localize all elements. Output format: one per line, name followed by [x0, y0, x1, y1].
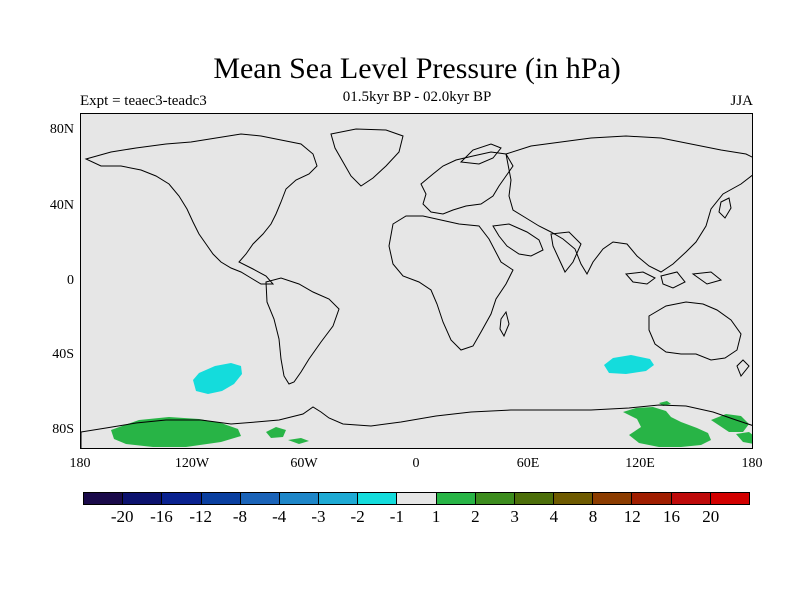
- lat-label-0: 0: [67, 273, 74, 288]
- anomaly-antarctica-east-2: [711, 414, 749, 432]
- colorbar-tick-label: 3: [510, 507, 519, 526]
- colorbar-swatch: [162, 493, 202, 504]
- lon-label-120w: 120W: [174, 456, 210, 471]
- colorbar-tick-label: -4: [272, 507, 287, 526]
- colorbar-swatch: [84, 493, 124, 504]
- lon-label-60w: 60W: [290, 456, 318, 471]
- colorbar-tick-label: 16: [663, 507, 681, 526]
- colorbar-swatch: [475, 493, 515, 504]
- anomaly-antarctica-small-2: [288, 438, 309, 444]
- anomaly-antarctica-west: [111, 417, 241, 447]
- colorbar-swatch: [671, 493, 711, 504]
- colorbar-tick-label: -16: [150, 507, 173, 526]
- season-label: JJA: [730, 93, 753, 109]
- colorbar-swatch: [710, 493, 749, 504]
- colorbar-swatch: [240, 493, 280, 504]
- anomaly-south-indian: [604, 355, 654, 374]
- colorbar-swatch: [319, 493, 359, 504]
- lon-label-120e: 120E: [625, 456, 655, 471]
- colorbar-swatch: [436, 493, 476, 504]
- colorbar: [83, 492, 750, 505]
- anomaly-antarctica-east: [623, 407, 711, 447]
- anomaly-south-pacific: [193, 363, 242, 394]
- colorbar-swatch: [593, 493, 633, 504]
- colorbar-swatch: [632, 493, 672, 504]
- colorbar-tick-label: -3: [311, 507, 326, 526]
- colorbar-tick-label: -1: [389, 507, 404, 526]
- colorbar-swatch: [201, 493, 241, 504]
- colorbar-tick-label: 20: [702, 507, 720, 526]
- colorbar-tick-label: -8: [232, 507, 248, 526]
- colorbar-swatch: [358, 493, 398, 504]
- map-panel: [80, 113, 753, 449]
- colorbar-swatch: [514, 493, 555, 504]
- world-map: [81, 128, 752, 448]
- colorbar-tick-label: 1: [431, 507, 441, 526]
- colorbar-swatch: [123, 493, 163, 504]
- colorbar-tick-label: -12: [189, 507, 213, 526]
- colorbar-swatch: [554, 493, 594, 504]
- lon-label-180w: 180: [69, 456, 91, 471]
- colorbar-tick-label: 8: [588, 507, 598, 526]
- colorbar-swatch: [279, 493, 320, 504]
- coastlines: [81, 128, 752, 448]
- chart-title: Mean Sea Level Pressure (in hPa): [213, 52, 621, 85]
- experiment-label: Expt = teaec3-teadc3: [80, 93, 207, 109]
- anomaly-antarctica-small-1: [266, 427, 286, 438]
- colorbar-tick-label: 12: [623, 507, 641, 526]
- colorbar-tick-label: 2: [471, 507, 480, 526]
- lat-label-80s: 80S: [52, 422, 74, 437]
- colorbar-tick-label: -2: [350, 507, 365, 526]
- lat-label-40n: 40N: [49, 198, 74, 213]
- colorbar-tick-label: 4: [549, 507, 559, 526]
- lon-label-180e: 180: [741, 456, 763, 471]
- colorbar-swatch: [397, 493, 437, 504]
- lat-label-40s: 40S: [52, 347, 74, 362]
- anomaly-antarctica-east-3: [736, 432, 752, 444]
- colorbar-tick-label: -20: [110, 507, 134, 526]
- lon-label-0: 0: [412, 456, 420, 471]
- lat-label-80n: 80N: [49, 122, 74, 137]
- lon-label-60e: 60E: [516, 456, 540, 471]
- chart-subtitle: 01.5kyr BP - 02.0kyr BP: [342, 89, 492, 105]
